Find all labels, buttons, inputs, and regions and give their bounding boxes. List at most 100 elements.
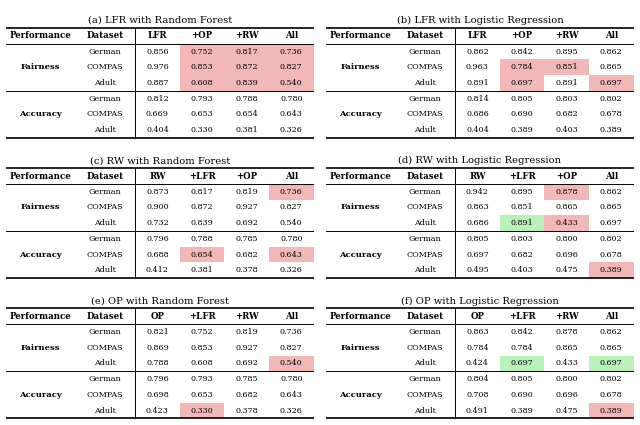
Bar — [269, 247, 314, 263]
Text: 0.862: 0.862 — [600, 188, 623, 196]
Bar — [180, 44, 225, 60]
Text: 0.696: 0.696 — [556, 391, 578, 399]
Text: 0.682: 0.682 — [556, 110, 578, 118]
Text: +LFR: +LFR — [509, 172, 535, 181]
Text: Fairness: Fairness — [21, 344, 60, 352]
Text: 0.389: 0.389 — [600, 126, 623, 134]
Text: 0.389: 0.389 — [600, 266, 623, 274]
Text: Fairness: Fairness — [341, 63, 380, 71]
Text: 0.800: 0.800 — [556, 375, 578, 383]
Text: German: German — [409, 375, 442, 383]
Bar — [180, 60, 225, 75]
Text: German: German — [89, 328, 122, 336]
Bar — [545, 60, 589, 75]
Text: German: German — [89, 235, 122, 243]
Text: 0.697: 0.697 — [466, 251, 489, 258]
Text: 0.788: 0.788 — [191, 235, 213, 243]
Text: LFR: LFR — [468, 31, 487, 40]
Text: RW: RW — [149, 172, 166, 181]
Text: Fairness: Fairness — [21, 63, 60, 71]
Text: All: All — [285, 31, 298, 40]
Text: Performance: Performance — [10, 312, 72, 321]
Text: 0.865: 0.865 — [600, 63, 623, 71]
Text: 0.851: 0.851 — [556, 63, 578, 71]
Text: 0.784: 0.784 — [511, 63, 533, 71]
Text: Adult: Adult — [414, 360, 436, 368]
Bar — [225, 75, 269, 91]
Text: 0.865: 0.865 — [556, 204, 578, 212]
Text: 0.863: 0.863 — [466, 204, 489, 212]
Text: Accuracy: Accuracy — [339, 110, 382, 118]
Text: COMPAS: COMPAS — [87, 204, 124, 212]
Text: Accuracy: Accuracy — [19, 251, 62, 258]
Text: 0.891: 0.891 — [511, 219, 533, 227]
Text: 0.697: 0.697 — [600, 219, 623, 227]
Text: 0.878: 0.878 — [556, 188, 578, 196]
Text: 0.862: 0.862 — [600, 328, 623, 336]
Text: (c) RW with Random Forest: (c) RW with Random Forest — [90, 156, 230, 165]
Bar — [500, 60, 545, 75]
Text: 0.690: 0.690 — [511, 391, 533, 399]
Text: All: All — [605, 31, 618, 40]
Text: +LFR: +LFR — [189, 312, 215, 321]
Text: 0.853: 0.853 — [191, 63, 213, 71]
Text: 0.865: 0.865 — [556, 344, 578, 352]
Text: 0.805: 0.805 — [466, 235, 489, 243]
Text: LFR: LFR — [148, 31, 167, 40]
Text: 0.873: 0.873 — [146, 188, 169, 196]
Text: 0.378: 0.378 — [236, 407, 258, 414]
Text: 0.540: 0.540 — [280, 219, 303, 227]
Text: Dataset: Dataset — [406, 172, 444, 181]
Bar — [225, 60, 269, 75]
Bar — [269, 60, 314, 75]
Text: 0.495: 0.495 — [466, 266, 489, 274]
Text: Accuracy: Accuracy — [19, 391, 62, 399]
Text: 0.732: 0.732 — [146, 219, 169, 227]
Text: 0.540: 0.540 — [280, 79, 303, 87]
Text: 0.424: 0.424 — [466, 360, 489, 368]
Text: 0.780: 0.780 — [280, 375, 303, 383]
Text: Accuracy: Accuracy — [339, 391, 382, 399]
Text: COMPAS: COMPAS — [407, 204, 444, 212]
Text: Adult: Adult — [414, 266, 436, 274]
Text: 0.976: 0.976 — [146, 63, 169, 71]
Text: Dataset: Dataset — [406, 312, 444, 321]
Text: 0.796: 0.796 — [146, 375, 169, 383]
Text: +RW: +RW — [235, 31, 259, 40]
Text: 0.927: 0.927 — [236, 344, 258, 352]
Text: All: All — [605, 172, 618, 181]
Text: 0.891: 0.891 — [556, 79, 578, 87]
Text: 0.900: 0.900 — [146, 204, 169, 212]
Text: Fairness: Fairness — [341, 344, 380, 352]
Text: +OP: +OP — [191, 31, 212, 40]
Text: 0.827: 0.827 — [280, 344, 303, 352]
Bar — [500, 215, 545, 231]
Text: 0.389: 0.389 — [600, 407, 623, 414]
Text: Adult: Adult — [94, 219, 116, 227]
Text: +OP: +OP — [511, 31, 532, 40]
Text: German: German — [409, 188, 442, 196]
Text: 0.690: 0.690 — [511, 110, 533, 118]
Text: German: German — [89, 48, 122, 56]
Bar — [589, 263, 634, 278]
Text: COMPAS: COMPAS — [87, 251, 124, 258]
Text: 0.697: 0.697 — [600, 79, 623, 87]
Text: 0.842: 0.842 — [511, 328, 533, 336]
Text: 0.872: 0.872 — [191, 204, 213, 212]
Bar — [225, 44, 269, 60]
Text: 0.381: 0.381 — [236, 126, 258, 134]
Text: German: German — [409, 95, 442, 103]
Bar — [500, 75, 545, 91]
Text: 0.802: 0.802 — [600, 235, 623, 243]
Text: 0.326: 0.326 — [280, 266, 303, 274]
Text: 0.784: 0.784 — [511, 344, 533, 352]
Text: 0.381: 0.381 — [191, 266, 213, 274]
Text: 0.682: 0.682 — [236, 251, 258, 258]
Text: 0.389: 0.389 — [511, 126, 533, 134]
Text: OP: OP — [150, 312, 164, 321]
Text: 0.697: 0.697 — [511, 360, 533, 368]
Text: 0.814: 0.814 — [466, 95, 489, 103]
Bar — [180, 403, 225, 418]
Text: 0.803: 0.803 — [511, 235, 533, 243]
Text: Dataset: Dataset — [86, 312, 124, 321]
